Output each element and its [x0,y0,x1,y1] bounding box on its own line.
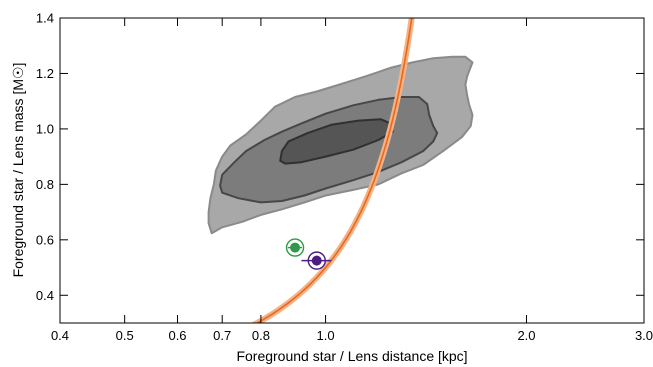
marker-dot [311,255,322,266]
x-tick-label: 0.7 [213,328,231,343]
x-tick-label: 0.6 [168,328,186,343]
x-tick-label: 0.8 [252,328,270,343]
marker-dot [290,242,301,253]
y-tick-label: 0.6 [36,232,54,247]
y-tick-label: 0.8 [36,177,54,192]
y-tick-label: 0.4 [36,288,54,303]
data-point-2 [301,251,332,270]
x-tick-label: 2.0 [517,328,535,343]
x-tick-label: 0.4 [51,328,69,343]
mass-distance-relation [250,18,415,323]
data-points [285,238,332,270]
y-axis-ticks: 0.4 0.6 0.8 1.0 1.2 1.4 [36,11,644,303]
y-tick-label: 1.2 [36,66,54,81]
x-axis-label: Foreground star / Lens distance [kpc] [236,348,467,364]
data-point-1 [285,238,305,257]
y-tick-label: 1.4 [36,11,54,26]
x-tick-label: 1.0 [317,328,335,343]
curve-line [255,18,413,323]
plot-frame [59,17,645,324]
posterior-contours [207,55,474,235]
x-axis-ticks: 0.4 0.5 0.6 0.7 0.8 1.0 2.0 3.0 [51,18,653,343]
y-axis-label: Foreground star / Lens mass [M☉] [10,63,26,278]
x-tick-label: 0.5 [116,328,134,343]
marker-ring [285,238,305,257]
x-tick-label: 3.0 [635,328,653,343]
y-tick-label: 1.0 [36,121,54,136]
marker-ring [307,251,326,270]
